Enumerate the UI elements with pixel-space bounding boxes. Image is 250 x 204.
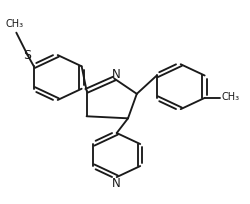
Text: N: N (112, 68, 120, 81)
Text: CH₃: CH₃ (221, 92, 239, 102)
Text: S: S (24, 49, 32, 62)
Text: CH₃: CH₃ (6, 19, 24, 29)
Text: N: N (112, 177, 120, 190)
